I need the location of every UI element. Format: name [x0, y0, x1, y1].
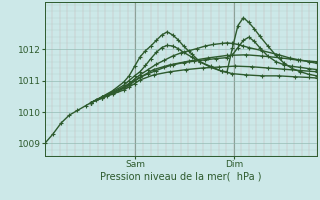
X-axis label: Pression niveau de la mer(  hPa ): Pression niveau de la mer( hPa )	[100, 172, 261, 182]
